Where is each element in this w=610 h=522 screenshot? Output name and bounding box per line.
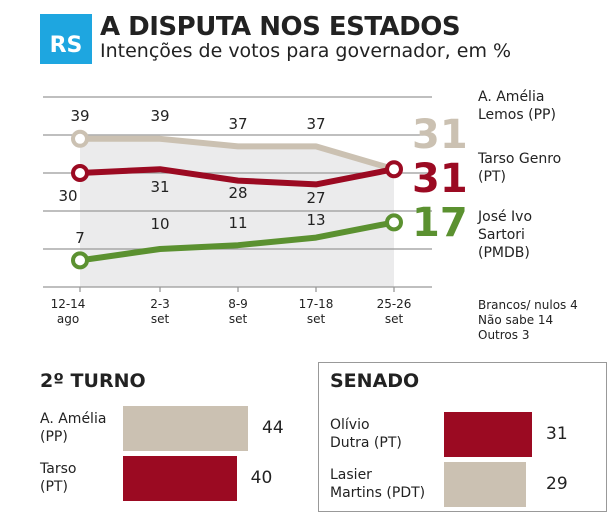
bar-category-line: Lasier: [330, 467, 372, 483]
bar: [123, 456, 237, 501]
x-tick-label: 25-26 set: [369, 297, 419, 327]
note-brancos: Brancos/ nulos 4: [478, 298, 578, 312]
state-badge: RS: [40, 14, 92, 64]
x-tick-label-line: set: [384, 312, 404, 326]
data-label: 37: [228, 114, 248, 133]
end-value-label: 17: [412, 200, 468, 246]
x-tick-label: 17-18 set: [291, 297, 341, 327]
x-tick-label-line: set: [150, 312, 170, 326]
x-tick-label-line: 2-3: [150, 297, 170, 311]
bar: [444, 462, 527, 507]
data-label: 13: [306, 211, 326, 230]
bar: [444, 412, 532, 457]
series-line: [80, 135, 395, 173]
data-label: 37: [306, 114, 326, 133]
line-chart: [43, 96, 432, 292]
series-marker: [71, 129, 89, 148]
end-value-label: 31: [412, 112, 468, 158]
bar-value-label: 40: [250, 468, 273, 488]
bar-category-line: (PP): [40, 429, 68, 445]
bar-category-label: Lasier Martins (PDT): [330, 466, 425, 502]
series-name-line: Tarso Genro: [478, 151, 562, 167]
x-tick-label-line: set: [306, 312, 326, 326]
series-name-line: Lemos (PP): [478, 107, 556, 123]
series-marker: [71, 251, 89, 270]
bar-category-line: (PT): [40, 479, 68, 495]
chart-notes: Brancos/ nulos 4 Não sabe 14 Outros 3: [478, 298, 578, 343]
senate-title: SENADO: [330, 370, 420, 392]
x-tick-label-line: set: [228, 312, 248, 326]
data-label: 39: [70, 107, 90, 126]
bar-category-line: Martins (PDT): [330, 485, 426, 501]
bar-category-label: Olívio Dutra (PT): [330, 416, 402, 452]
data-label: 27: [306, 188, 326, 207]
bar-category-label: A. Amélia (PP): [40, 410, 106, 446]
page-subtitle: Intenções de votos para governador, em %: [100, 40, 512, 62]
data-label: 11: [228, 213, 248, 232]
x-tick-label-line: 17-18: [298, 297, 334, 311]
plot-shade: [80, 138, 394, 287]
data-label: 30: [58, 186, 78, 205]
series-name: A. Amélia Lemos (PP): [478, 88, 556, 124]
end-value-label: 31: [412, 156, 468, 202]
x-tick-label: 2-3 set: [135, 297, 185, 327]
x-tick-label: 12-14 ago: [43, 297, 93, 327]
bar-category-label: Tarso (PT): [40, 460, 76, 496]
bar-category-line: Dutra (PT): [330, 435, 402, 451]
series-name-line: Sartori: [478, 227, 525, 243]
data-label: 39: [150, 107, 170, 126]
series-marker: [385, 213, 403, 232]
x-tick-label-line: ago: [56, 312, 80, 326]
senate-box: [318, 362, 607, 512]
series-name-line: (PT): [478, 169, 506, 185]
series-name: José Ivo Sartori (PMDB): [478, 208, 532, 262]
x-tick-label-line: 8-9: [228, 297, 248, 311]
series-name: Tarso Genro (PT): [478, 150, 561, 186]
data-label: 7: [75, 228, 85, 247]
data-label: 10: [150, 214, 170, 233]
bar-value-label: 29: [546, 474, 568, 494]
page-title: A DISPUTA NOS ESTADOS: [100, 12, 461, 42]
x-tick-label-line: 12-14: [50, 297, 86, 311]
series-line: [79, 166, 395, 188]
bar-category-line: A. Amélia: [40, 411, 107, 427]
bar-category-line: Tarso: [40, 461, 77, 477]
x-tick-label-line: 25-26: [376, 297, 412, 311]
series-marker: [71, 164, 89, 182]
data-label: 31: [150, 177, 170, 196]
bar-value-label: 44: [262, 418, 284, 438]
series-name-line: A. Amélia: [478, 89, 545, 105]
series-name-line: (PMDB): [478, 245, 530, 261]
series-line: [79, 219, 395, 264]
bar-value-label: 31: [546, 424, 568, 444]
x-tick-label: 8-9 set: [213, 297, 263, 327]
bar: [123, 406, 248, 451]
second-round-title: 2º TURNO: [40, 370, 146, 392]
note-nao-sabe: Não sabe 14: [478, 313, 554, 327]
series-marker: [385, 160, 403, 179]
note-outros: Outros 3: [478, 328, 530, 342]
series-name-line: José Ivo: [478, 209, 533, 225]
data-label: 28: [228, 184, 248, 203]
bar-category-line: Olívio: [330, 417, 370, 433]
